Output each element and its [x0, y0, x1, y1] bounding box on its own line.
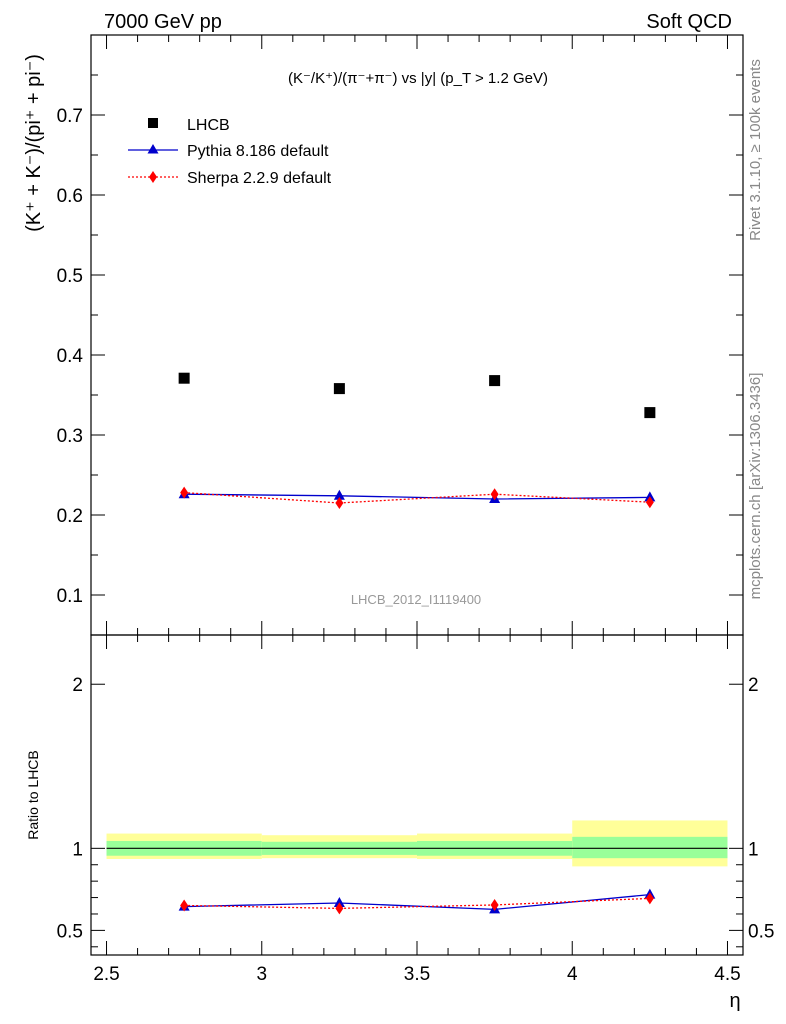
legend-marker-lhcb [148, 118, 158, 128]
x-tick-label: 3.5 [404, 964, 430, 985]
sherpa-point [335, 497, 344, 509]
main-title: (K⁻/K⁺)/(π⁻+π⁻) vs |y| (p_T > 1.2 GeV) [288, 70, 548, 87]
lhcb-data-point [489, 375, 501, 387]
x-tick-label: 2.5 [93, 964, 119, 985]
ratio-pythia-point [333, 896, 345, 907]
sherpa-point [645, 496, 654, 509]
ratio-ytick-label-left: 0.5 [57, 921, 83, 942]
main-ytick-label: 0.7 [57, 106, 83, 127]
ratio-band-inner [572, 836, 728, 859]
main-ylabel: (K⁺ + K⁻)/(pi⁺ + pi⁻) [23, 54, 45, 232]
sherpa-point [180, 486, 189, 499]
x-tick-label: 3 [256, 964, 267, 985]
main-ytick-label: 0.1 [57, 586, 83, 607]
lhcb-data-point [178, 372, 190, 384]
main-ytick-label: 0.6 [57, 186, 83, 207]
rivet-label: Rivet 3.1.10, ≥ 100k events [747, 59, 764, 241]
pythia-point [333, 489, 345, 500]
x-axis-label: η [729, 990, 740, 1012]
legend-label-lhcb: LHCB [187, 117, 230, 134]
header-right: Soft QCD [646, 11, 732, 33]
x-tick-label: 4.5 [714, 964, 740, 985]
ratio-sherpa-point [335, 902, 344, 915]
legend-marker-pythia [147, 144, 159, 154]
main-ytick-label: 0.4 [57, 346, 84, 367]
main-ytick-label: 0.2 [57, 506, 83, 527]
ratio-sherpa-point [180, 899, 189, 912]
lhcb-data-point [333, 383, 345, 395]
lhcb-data-point [644, 407, 656, 419]
main-series-line-2 [184, 491, 650, 504]
ratio-ytick-label-right: 0.5 [748, 921, 774, 942]
x-tick-label: 4 [567, 964, 578, 985]
ratio-plot: 0.5 0.5 1 1 2 2 2.5 3 3.5 4 4.5 [57, 634, 774, 985]
main-ytick-label: 0.3 [57, 426, 83, 447]
watermark: LHCB_2012_I1119400 [351, 592, 481, 607]
ratio-sherpa-point [490, 898, 499, 911]
ratio-sherpa-point [645, 892, 654, 905]
legend: LHCB Pythia 8.186 default Sherpa 2.2.9 d… [128, 117, 332, 187]
legend-label-pythia: Pythia 8.186 default [187, 143, 329, 160]
ratio-ylabel: Ratio to LHCB [25, 750, 41, 839]
header-left: 7000 GeV pp [104, 11, 222, 33]
ratio-ytick-label-left: 2 [72, 675, 83, 696]
sherpa-point [490, 488, 499, 501]
legend-marker-sherpa [149, 171, 157, 183]
ratio-ytick-label-left: 1 [72, 839, 83, 860]
main-ytick-label: 0.5 [57, 266, 83, 287]
mcplots-label: mcplots.cern.ch [arXiv:1306.3436] [747, 373, 764, 600]
ratio-ytick-label-right: 2 [748, 675, 759, 696]
main-plot: 0.1 0.2 0.3 0.4 0.5 0.6 0.7 [57, 34, 744, 636]
legend-label-sherpa: Sherpa 2.2.9 default [187, 170, 332, 187]
ratio-ytick-label-right: 1 [748, 839, 759, 860]
ratio-series-line-1 [184, 897, 650, 910]
